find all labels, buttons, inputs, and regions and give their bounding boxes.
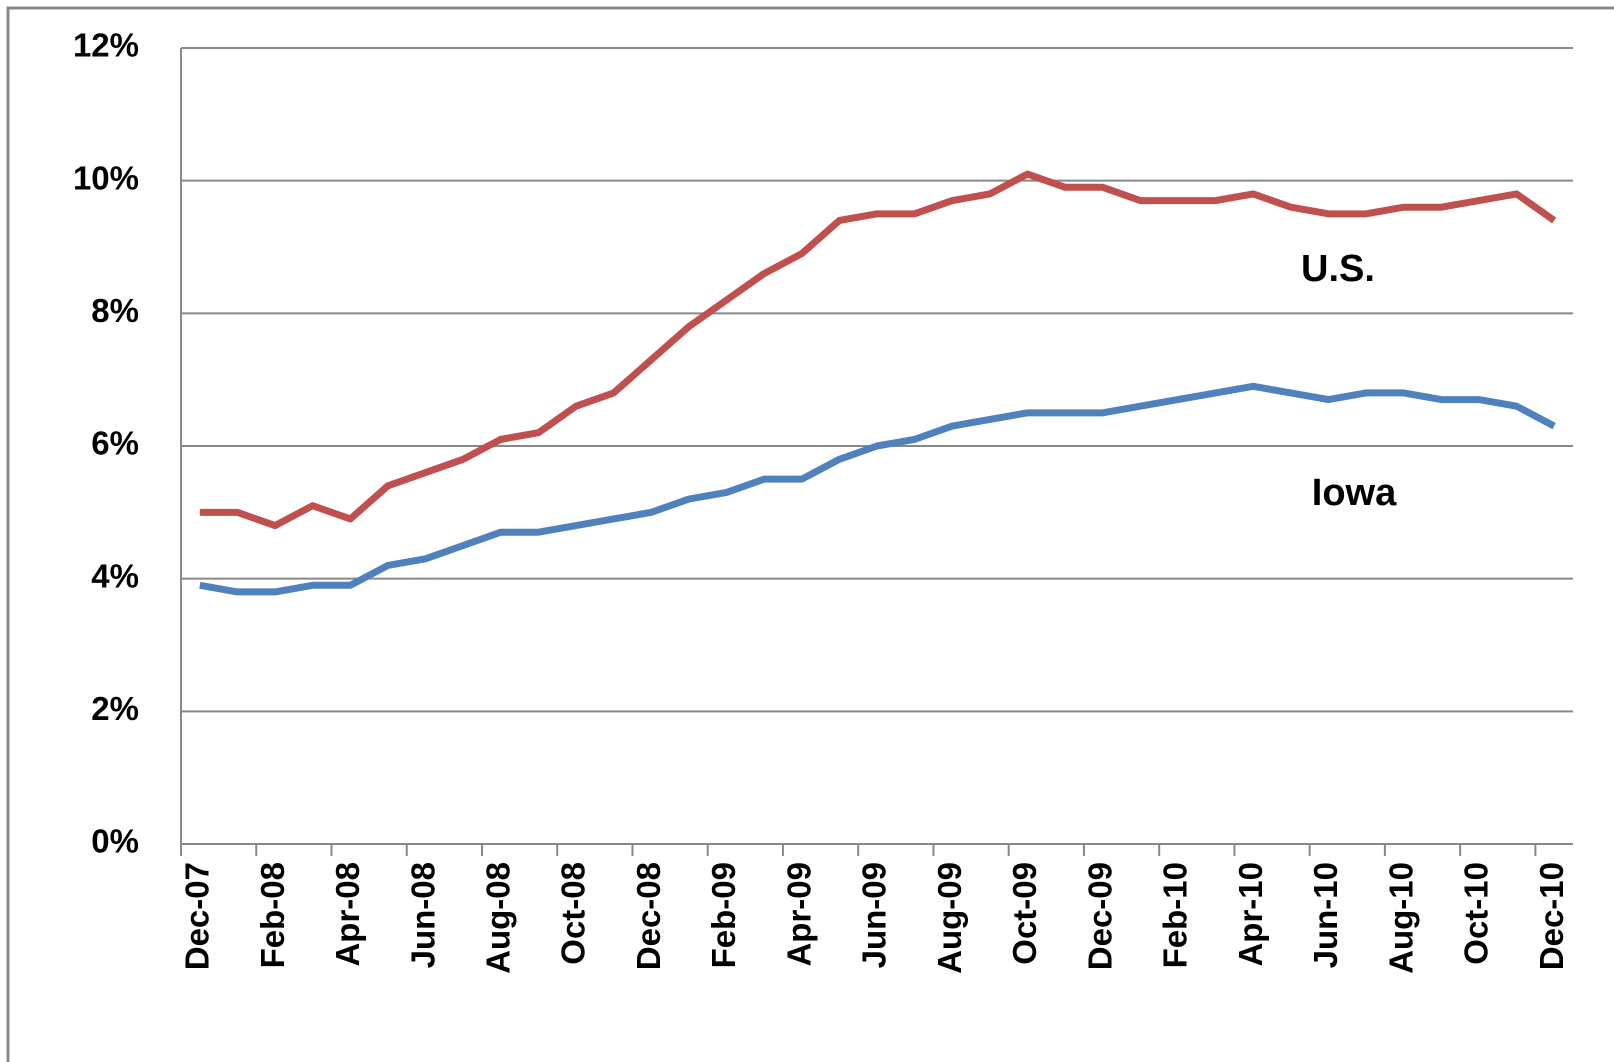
- x-tick-label: Apr-10: [1232, 862, 1269, 967]
- line-series: [199, 382, 1556, 596]
- x-tick-label: Oct-09: [1006, 862, 1043, 965]
- x-tick-label: Apr-08: [329, 862, 366, 967]
- line-series: [199, 170, 1557, 530]
- x-tick-label: Dec-07: [179, 862, 216, 970]
- series-label: U.S.: [1301, 248, 1375, 290]
- y-tick-label: 8%: [91, 292, 139, 329]
- y-tick-label: 2%: [91, 690, 139, 727]
- y-tick-label: 0%: [91, 823, 139, 860]
- x-tick-label: Jun-10: [1307, 862, 1344, 968]
- x-tick-label: Aug-09: [931, 862, 968, 974]
- y-tick-label: 4%: [91, 557, 139, 594]
- y-tick-label: 6%: [91, 425, 139, 462]
- x-tick-label: Jun-08: [404, 862, 441, 968]
- x-tick-label: Dec-10: [1533, 862, 1570, 970]
- x-tick-label: Oct-10: [1458, 862, 1495, 965]
- y-tick-label: 10%: [73, 159, 139, 196]
- x-tick-label: Oct-08: [555, 862, 592, 965]
- x-tick-label: Dec-09: [1081, 862, 1118, 970]
- x-tick-label: Dec-08: [630, 862, 667, 970]
- x-tick-label: Apr-09: [780, 862, 817, 967]
- x-tick-label: Feb-10: [1157, 862, 1194, 968]
- x-tick-label: Feb-08: [254, 862, 291, 968]
- x-tick-label: Jun-09: [856, 862, 893, 968]
- x-tick-label: Aug-08: [480, 862, 517, 974]
- chart-frame: [6, 6, 1614, 1062]
- y-tick-label: 12%: [73, 27, 139, 64]
- x-tick-label: Aug-10: [1382, 862, 1419, 974]
- x-tick-label: Feb-09: [705, 862, 742, 968]
- series-label: Iowa: [1312, 472, 1397, 514]
